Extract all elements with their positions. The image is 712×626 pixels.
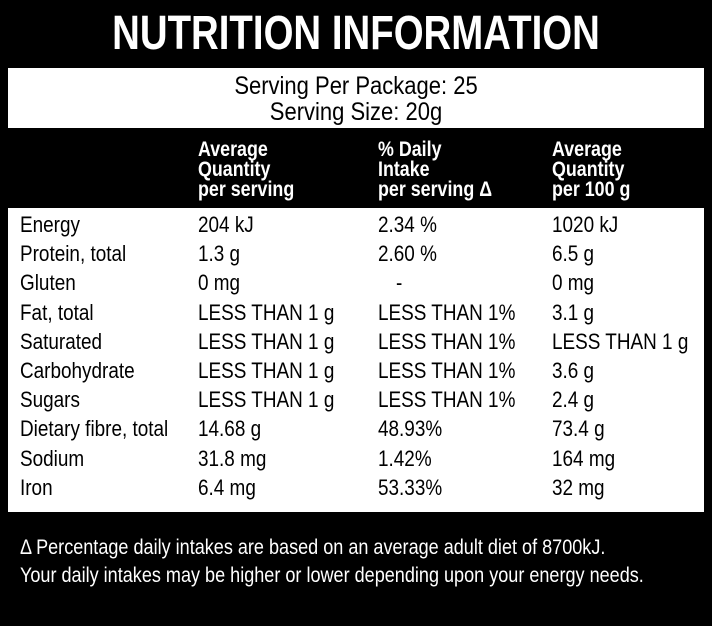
row-label: Carbohydrate (20, 358, 135, 383)
cell: 73.4 g (552, 416, 605, 442)
serving-box (8, 68, 704, 128)
column-header: % Daily (378, 138, 442, 161)
row-label: Sodium (20, 445, 85, 471)
cell: 14.68 g (198, 416, 262, 442)
column-header: Quantity (198, 158, 271, 181)
row-label: Fat, total (20, 299, 94, 325)
footnote: Δ Percentage daily intakes are based on … (20, 536, 606, 559)
column-header: per serving Δ (378, 178, 493, 201)
title: NUTRITION INFORMATION (112, 7, 600, 60)
serving-line: Serving Per Package: 25 (234, 72, 478, 100)
column-header: per serving (198, 178, 295, 201)
cell: 3.1 g (552, 299, 595, 325)
cell: LESS THAN 1% (378, 299, 516, 325)
cell: 1.42% (378, 445, 432, 471)
cell: 32 mg (552, 474, 605, 500)
cell: 2.60 % (378, 241, 437, 267)
cell: 48.93% (378, 416, 443, 442)
table-body (8, 208, 704, 512)
cell: 6.5 g (552, 241, 595, 267)
cell: LESS THAN 1 g (198, 328, 335, 354)
cell: - (396, 270, 403, 296)
cell: 1.3 g (198, 241, 241, 267)
cell: 164 mg (552, 445, 616, 471)
cell: LESS THAN 1% (378, 358, 516, 383)
cell: 3.6 g (552, 358, 595, 383)
cell: 2.34 % (378, 212, 437, 237)
row-label: Dietary fibre, total (20, 416, 169, 442)
footnote: Your daily intakes may be higher or lowe… (20, 564, 644, 587)
cell: LESS THAN 1 g (198, 299, 335, 325)
cell: LESS THAN 1 g (552, 328, 689, 354)
cell: LESS THAN 1 g (198, 387, 335, 413)
column-header: Quantity (552, 158, 625, 181)
cell: 2.4 g (552, 387, 595, 413)
column-header: Average (552, 138, 622, 161)
cell: 31.8 mg (198, 445, 267, 471)
row-label: Gluten (20, 270, 76, 296)
cell: 0 mg (552, 270, 595, 296)
row-label: Iron (20, 474, 53, 500)
column-header: per 100 g (552, 178, 631, 201)
column-header: Average (198, 138, 268, 161)
cell: 0 mg (198, 270, 241, 296)
row-label: Protein, total (20, 241, 127, 267)
cell: LESS THAN 1% (378, 328, 516, 354)
cell: LESS THAN 1 g (198, 358, 335, 383)
row-label: Saturated (20, 328, 103, 354)
serving-line: Serving Size: 20g (269, 98, 443, 126)
cell: LESS THAN 1% (378, 387, 516, 413)
cell: 53.33% (378, 474, 443, 500)
row-label: Energy (20, 212, 80, 237)
cell: 1020 kJ (552, 212, 619, 237)
cell: 6.4 mg (198, 474, 256, 500)
column-header: Intake (378, 158, 430, 181)
cell: 204 kJ (198, 212, 254, 237)
row-label: Sugars (20, 387, 80, 413)
